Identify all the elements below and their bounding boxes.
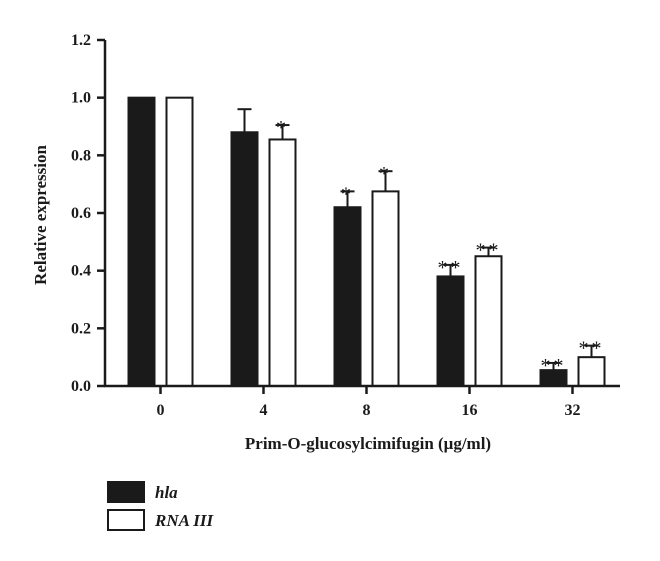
x-tick-label: 0 — [157, 402, 165, 419]
bar-hla — [333, 206, 362, 387]
y-tick-label: 1.0 — [71, 90, 91, 107]
significance-label: * — [276, 117, 289, 139]
bars-layer: *********** — [127, 96, 606, 388]
x-tick-label: 16 — [462, 402, 478, 419]
significance-label: ** — [476, 240, 502, 262]
legend-swatch — [107, 481, 145, 503]
y-tick-label: 0.0 — [71, 378, 91, 395]
y-axis-title: Relative expression — [31, 144, 50, 284]
legend: hla RNA III — [107, 481, 214, 531]
bar-rna-iii — [165, 96, 194, 388]
y-ticks: 0.0 0.2 0.4 0.6 0.8 1.0 1.2 — [71, 32, 105, 395]
significance-label: ** — [579, 338, 605, 360]
bar-rna-iii — [474, 255, 503, 387]
y-tick-label: 0.4 — [71, 263, 91, 280]
bar-hla — [230, 131, 259, 387]
legend-label: hla — [155, 483, 178, 502]
x-axis-title: Prim-O-glucosylcimifugin (μg/ml) — [245, 434, 491, 453]
significance-label: * — [341, 183, 354, 205]
significance-label: ** — [438, 257, 464, 279]
y-tick-label: 0.2 — [71, 320, 91, 337]
bar-hla — [436, 275, 465, 387]
y-tick-label: 0.6 — [71, 205, 91, 222]
y-tick-label: 1.2 — [71, 32, 91, 49]
bar-rna-iii — [371, 190, 400, 387]
x-tick-label: 32 — [565, 402, 581, 419]
significance-label: * — [379, 163, 392, 185]
legend-label: RNA III — [154, 511, 214, 530]
x-ticks: 0 4 8 16 32 — [157, 386, 581, 419]
bar-rna-iii — [268, 138, 297, 387]
legend-swatch — [107, 509, 145, 531]
x-tick-label: 4 — [260, 402, 268, 419]
bar-hla — [127, 96, 156, 388]
x-tick-label: 8 — [363, 402, 371, 419]
bar-rna-iii — [577, 356, 606, 387]
y-tick-label: 0.8 — [71, 147, 91, 164]
significance-label: ** — [541, 355, 567, 377]
